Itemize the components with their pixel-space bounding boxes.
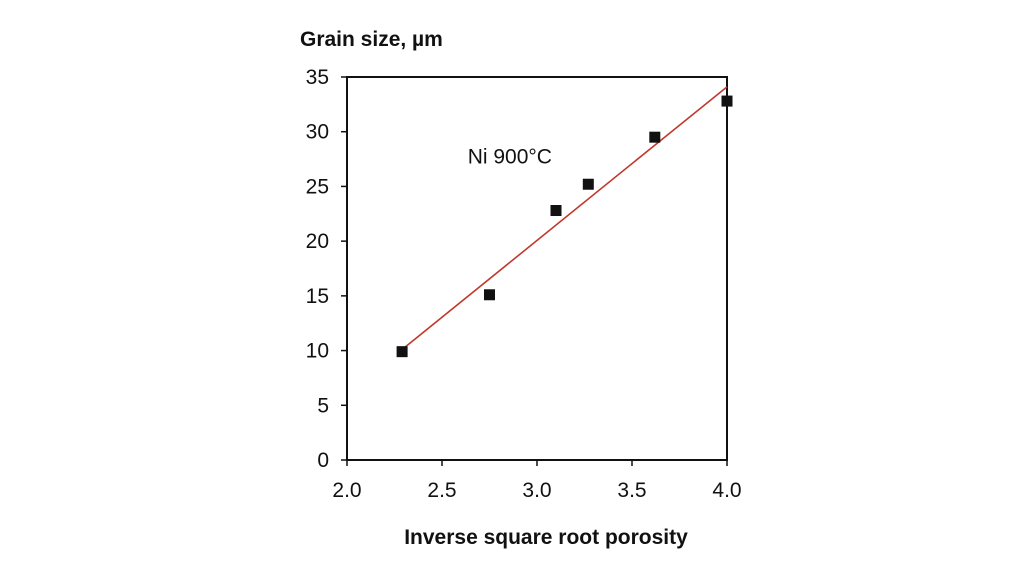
y-tick-label: 35 <box>306 66 329 89</box>
y-tick-label: 10 <box>306 340 329 363</box>
data-point <box>396 346 408 358</box>
y-tick-label: 15 <box>306 285 329 308</box>
y-tick-label: 0 <box>317 449 329 472</box>
annotations: Ni 900°C <box>468 146 552 169</box>
x-tick-label: 2.5 <box>427 479 456 502</box>
x-axis-title: Inverse square root porosity <box>404 526 688 549</box>
y-tick-label: 20 <box>306 230 329 253</box>
x-tick-label: 3.0 <box>522 479 551 502</box>
data-points <box>396 95 733 358</box>
x-tick-label: 3.5 <box>617 479 646 502</box>
data-point <box>484 289 495 301</box>
x-tick-label: 4.0 <box>712 479 741 502</box>
y-tick-label: 5 <box>317 394 329 417</box>
plot-area-frame <box>346 76 728 461</box>
y-tick-label: 25 <box>306 175 329 198</box>
data-point <box>721 95 733 107</box>
y-axis-ticks: 0 5 10 15 20 25 30 35 <box>306 66 347 472</box>
trendline <box>401 86 728 351</box>
y-axis-title: Grain size, µm <box>300 28 443 51</box>
data-point <box>550 205 562 217</box>
x-tick-label: 2.0 <box>332 479 361 502</box>
annotation-label: Ni 900°C <box>468 146 552 169</box>
y-tick-label: 30 <box>306 121 329 144</box>
data-point <box>649 131 661 143</box>
data-point <box>582 178 594 190</box>
x-axis-ticks: 2.0 2.5 3.0 3.5 4.0 <box>332 460 742 502</box>
